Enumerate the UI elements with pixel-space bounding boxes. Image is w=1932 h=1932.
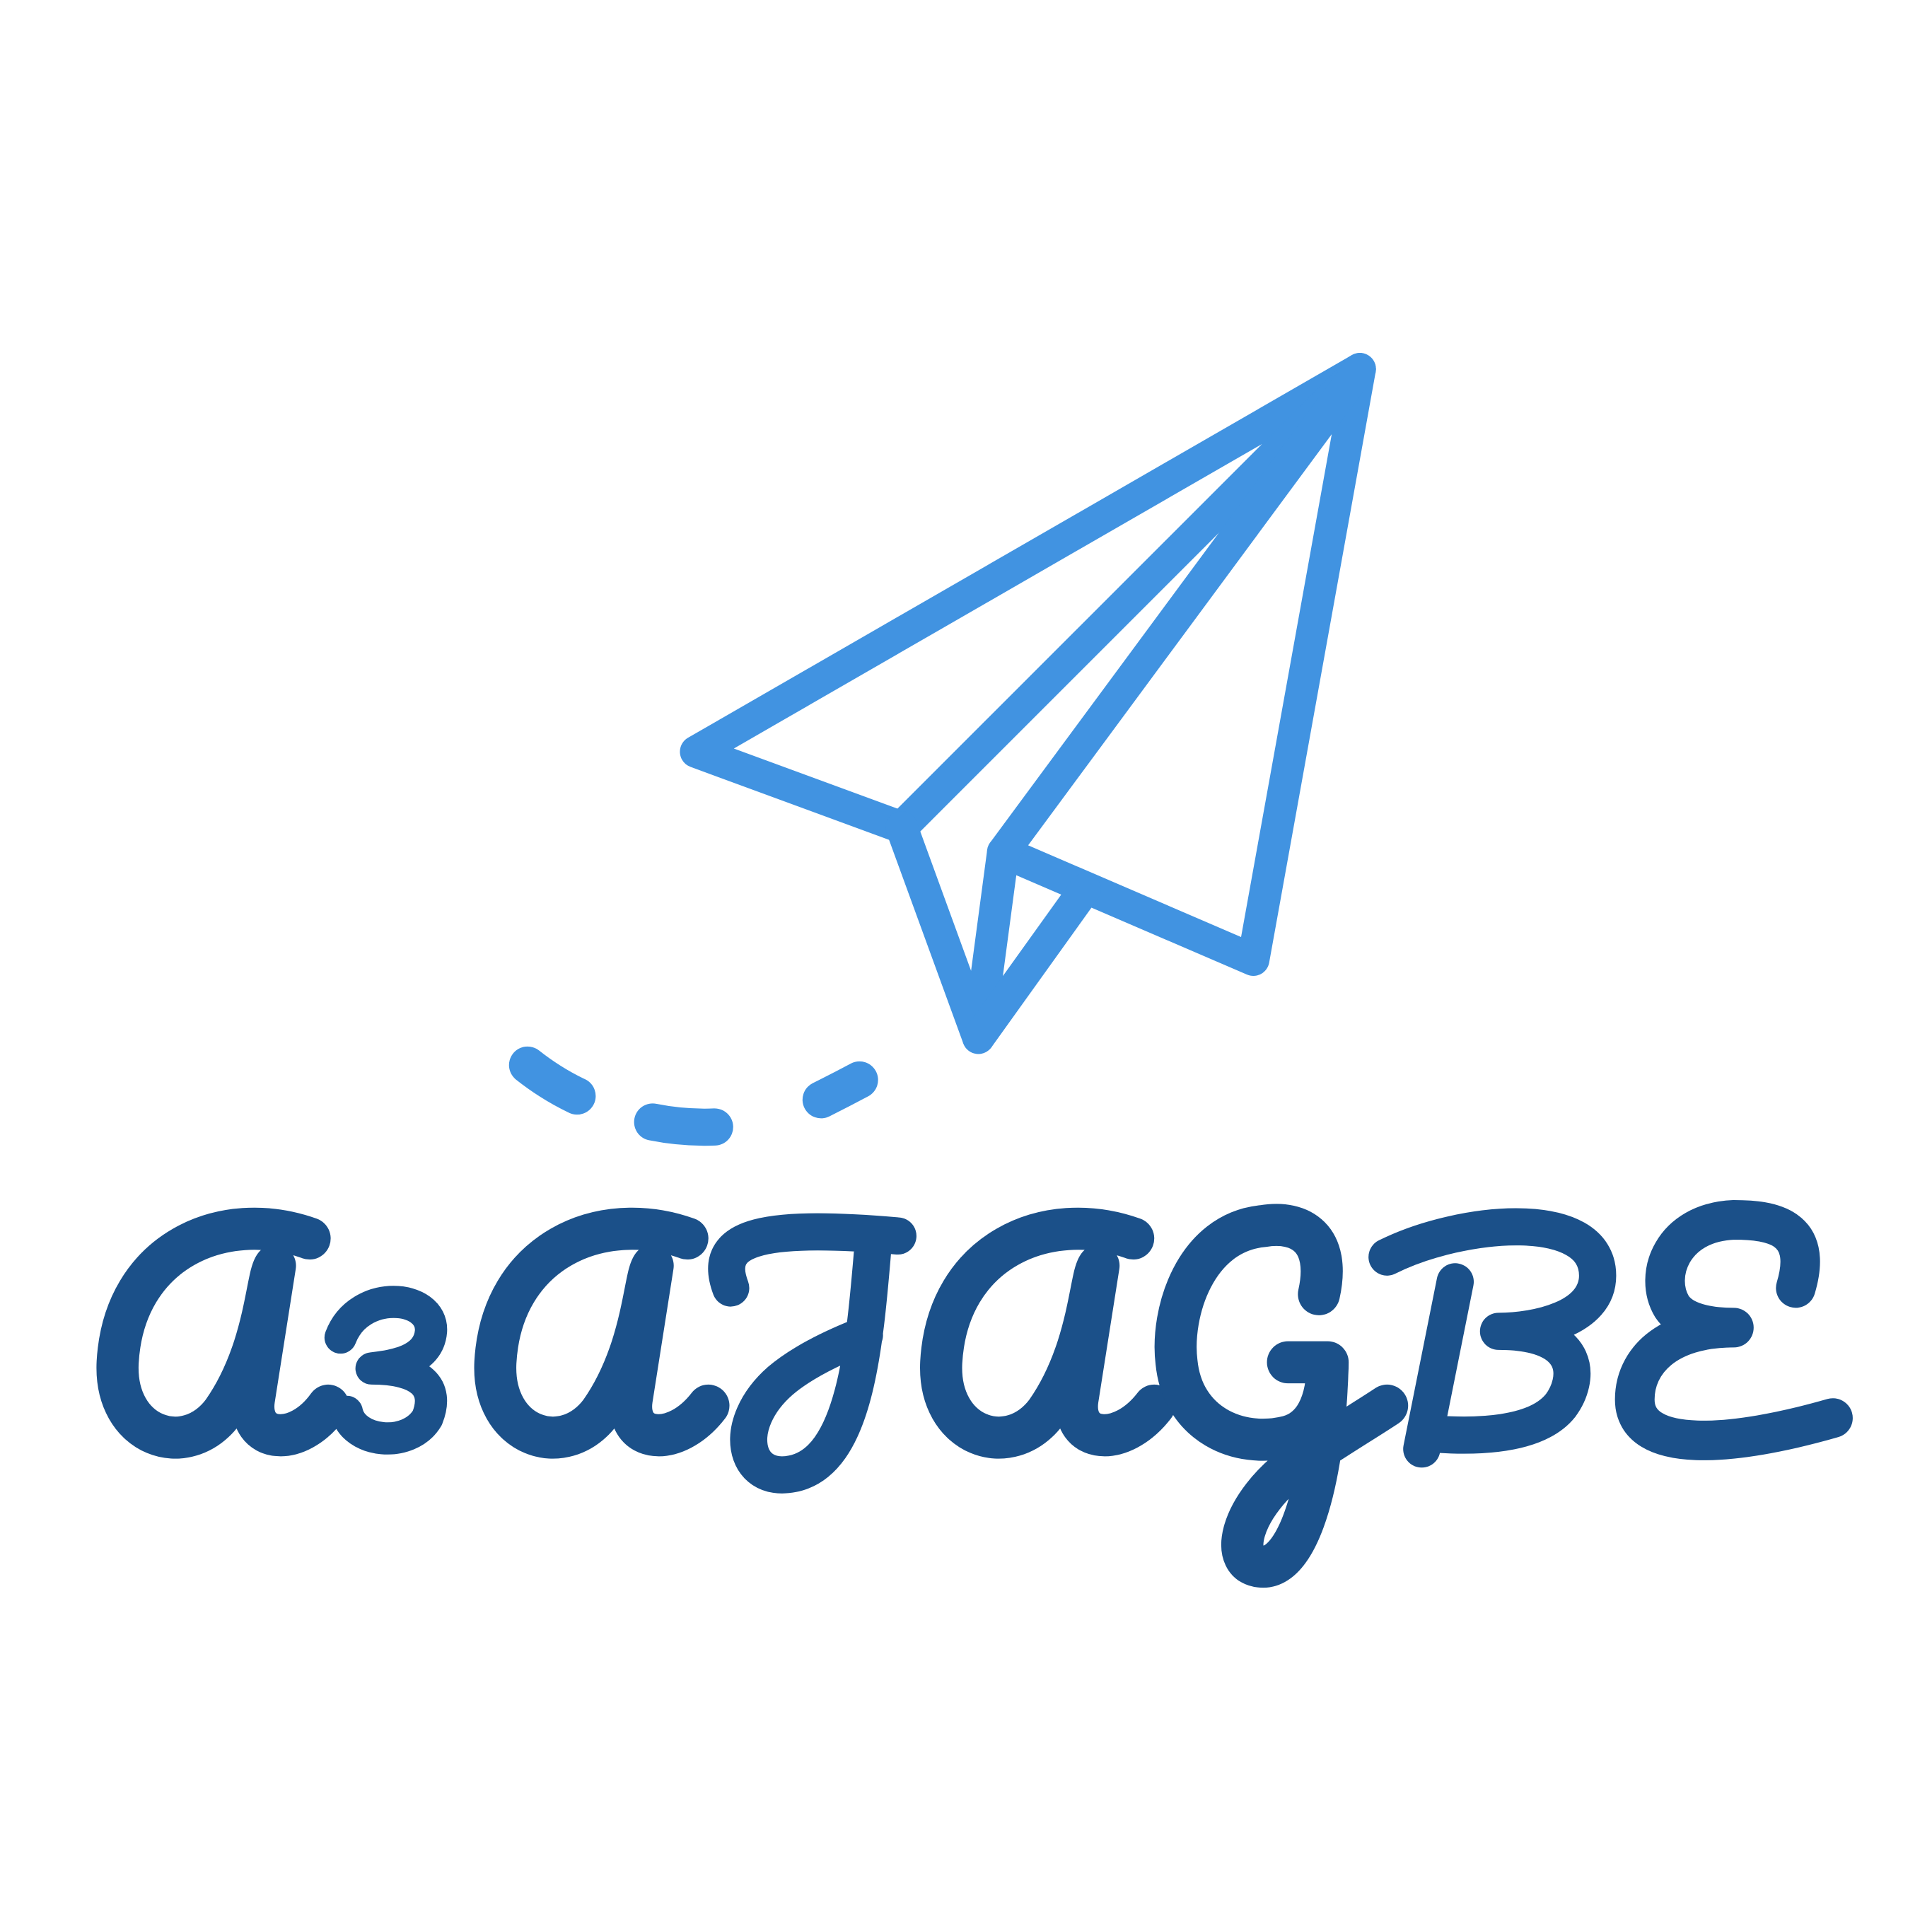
- letter-el: [708, 1213, 916, 1494]
- letter-a-1: [96, 1207, 349, 1459]
- paper-plane-icon: [680, 353, 1376, 1054]
- letter-a-2: [474, 1207, 730, 1459]
- plane-keel: [885, 353, 1376, 977]
- trail-dash-2: [634, 1103, 733, 1146]
- plane-tail: [962, 873, 1101, 1054]
- letter-e: [1614, 1199, 1853, 1460]
- logo-wordmark: [96, 1199, 1853, 1588]
- plane-inner-fold: [885, 353, 1376, 1054]
- plane-left-wing: [680, 353, 1376, 844]
- trail-dash-1: [508, 1046, 596, 1115]
- trail-dash-3: [802, 1061, 878, 1119]
- letter-ve: [1368, 1208, 1617, 1468]
- letter-ze: [324, 1286, 448, 1455]
- letter-a-3: [920, 1207, 1175, 1459]
- letter-g: [1154, 1204, 1409, 1588]
- flight-trail-icon: [508, 1046, 878, 1146]
